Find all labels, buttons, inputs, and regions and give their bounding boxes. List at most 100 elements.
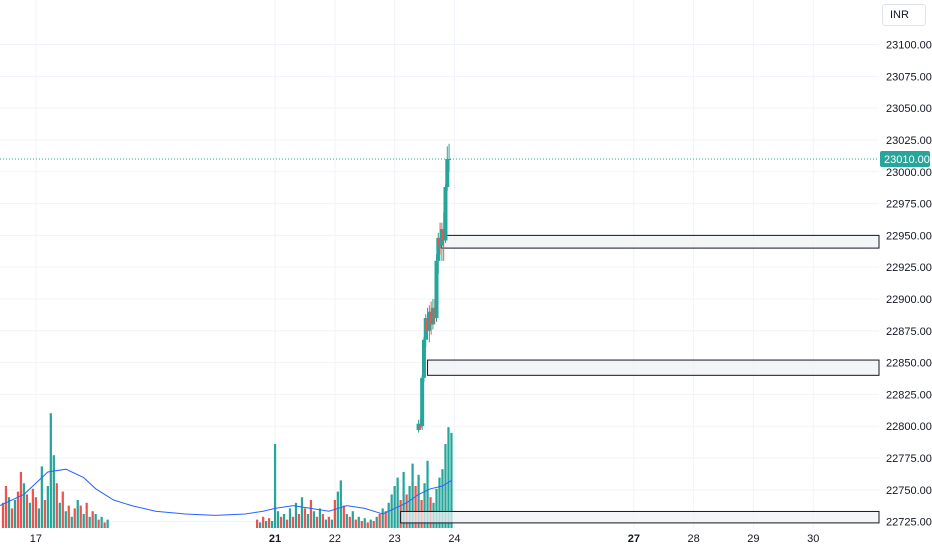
y-tick-label: 22800.00 <box>886 421 932 433</box>
volume-bar <box>378 514 381 528</box>
volume-bar <box>363 518 366 528</box>
y-tick-label: 23025.00 <box>886 135 932 147</box>
volume-bar <box>13 500 17 528</box>
volume-bar <box>369 519 372 528</box>
volume-bar <box>4 486 8 528</box>
volume-bar <box>288 508 292 528</box>
volume-bar <box>267 518 271 528</box>
zone-box <box>400 510 880 524</box>
volume-bar <box>70 516 73 528</box>
volume-bar <box>345 514 348 528</box>
volume-bar <box>103 522 106 528</box>
volume-bar <box>354 519 357 528</box>
volume-bar <box>19 472 23 528</box>
x-tick-label: 30 <box>807 533 819 545</box>
volume-bar <box>441 469 444 528</box>
volume-bar <box>264 521 268 528</box>
volume-bar <box>426 460 429 528</box>
volume-bar <box>330 519 333 528</box>
y-tick-label: 22900.00 <box>886 294 932 306</box>
volume-bar <box>76 500 79 528</box>
candle-body <box>443 187 448 241</box>
volume-bar <box>306 514 310 528</box>
y-tick-label: 22825.00 <box>886 389 932 401</box>
candle-body <box>434 260 439 319</box>
volume-bar <box>258 522 262 528</box>
volume-bar <box>336 491 339 528</box>
volume-bar <box>79 505 82 528</box>
volume-bar <box>285 519 289 528</box>
volume-bar <box>387 502 390 528</box>
volume-bar <box>43 500 46 528</box>
volume-bar <box>55 483 58 528</box>
x-tick-label: 23 <box>389 533 401 545</box>
volume-bar <box>444 444 447 528</box>
volume-bar <box>390 494 393 528</box>
volume-bar <box>384 511 387 528</box>
volume-bar <box>300 497 304 528</box>
volume-bar <box>309 500 313 528</box>
volume-bar <box>270 521 274 528</box>
volume-bar <box>357 516 360 528</box>
volume-bar <box>46 486 49 528</box>
y-tick-label: 22950.00 <box>886 230 932 242</box>
volume-bar <box>88 516 91 528</box>
time-axis <box>0 528 932 550</box>
candle-body <box>445 159 450 188</box>
volume-bar <box>318 508 322 528</box>
y-tick-label: 22875.00 <box>886 326 932 338</box>
volume-bar <box>64 511 67 528</box>
y-tick-label: 23075.00 <box>886 71 932 83</box>
volume-bar <box>411 463 414 528</box>
volume-bar <box>351 511 354 528</box>
volume-bar <box>417 474 420 528</box>
volume-bar <box>273 444 277 528</box>
candle-body <box>421 339 426 378</box>
volume-bar <box>52 455 55 528</box>
volume-bar <box>303 508 307 528</box>
currency-selector[interactable]: INR <box>882 4 926 26</box>
volume-bar <box>423 483 426 528</box>
y-tick-label: 23100.00 <box>886 40 932 52</box>
volume-bar <box>342 505 345 528</box>
volume-bar <box>372 521 375 528</box>
volume-ma-line <box>0 468 452 516</box>
price-axis <box>880 0 932 550</box>
x-tick-label: 17 <box>30 533 42 545</box>
zone-box <box>427 359 880 376</box>
volume-bar <box>393 486 396 528</box>
x-tick-label: 24 <box>448 533 460 545</box>
volume-bar <box>256 519 259 528</box>
volume-bar <box>67 505 70 528</box>
volume-bar <box>276 511 280 528</box>
volume-bar <box>37 508 40 528</box>
volume-bar <box>91 511 94 528</box>
volume-bar <box>28 502 32 528</box>
volume-bar <box>315 516 319 528</box>
volume-bar <box>16 491 20 528</box>
last-price-label: 23010.00 <box>884 154 930 166</box>
volume-bar <box>402 472 405 528</box>
y-tick-label: 23000.00 <box>886 167 932 179</box>
volume-bar <box>1 502 5 528</box>
volume-bar <box>106 519 109 528</box>
volume-bar <box>40 466 43 528</box>
y-tick-label: 22725.00 <box>886 517 932 529</box>
y-tick-label: 23050.00 <box>886 103 932 115</box>
x-tick-label: 22 <box>329 533 341 545</box>
y-tick-label: 22925.00 <box>886 262 932 274</box>
volume-bar <box>396 477 399 528</box>
volume-bar <box>97 519 100 528</box>
volume-bar <box>324 519 328 528</box>
volume-bar <box>291 516 295 528</box>
candle-body <box>418 426 423 428</box>
volume-bar <box>31 488 35 528</box>
y-tick-label: 22750.00 <box>886 485 932 497</box>
zone-box <box>440 234 880 249</box>
candle-body <box>436 237 441 261</box>
x-tick-label: 29 <box>747 533 759 545</box>
volume-bar <box>414 486 417 528</box>
x-tick-label: 21 <box>269 533 281 545</box>
